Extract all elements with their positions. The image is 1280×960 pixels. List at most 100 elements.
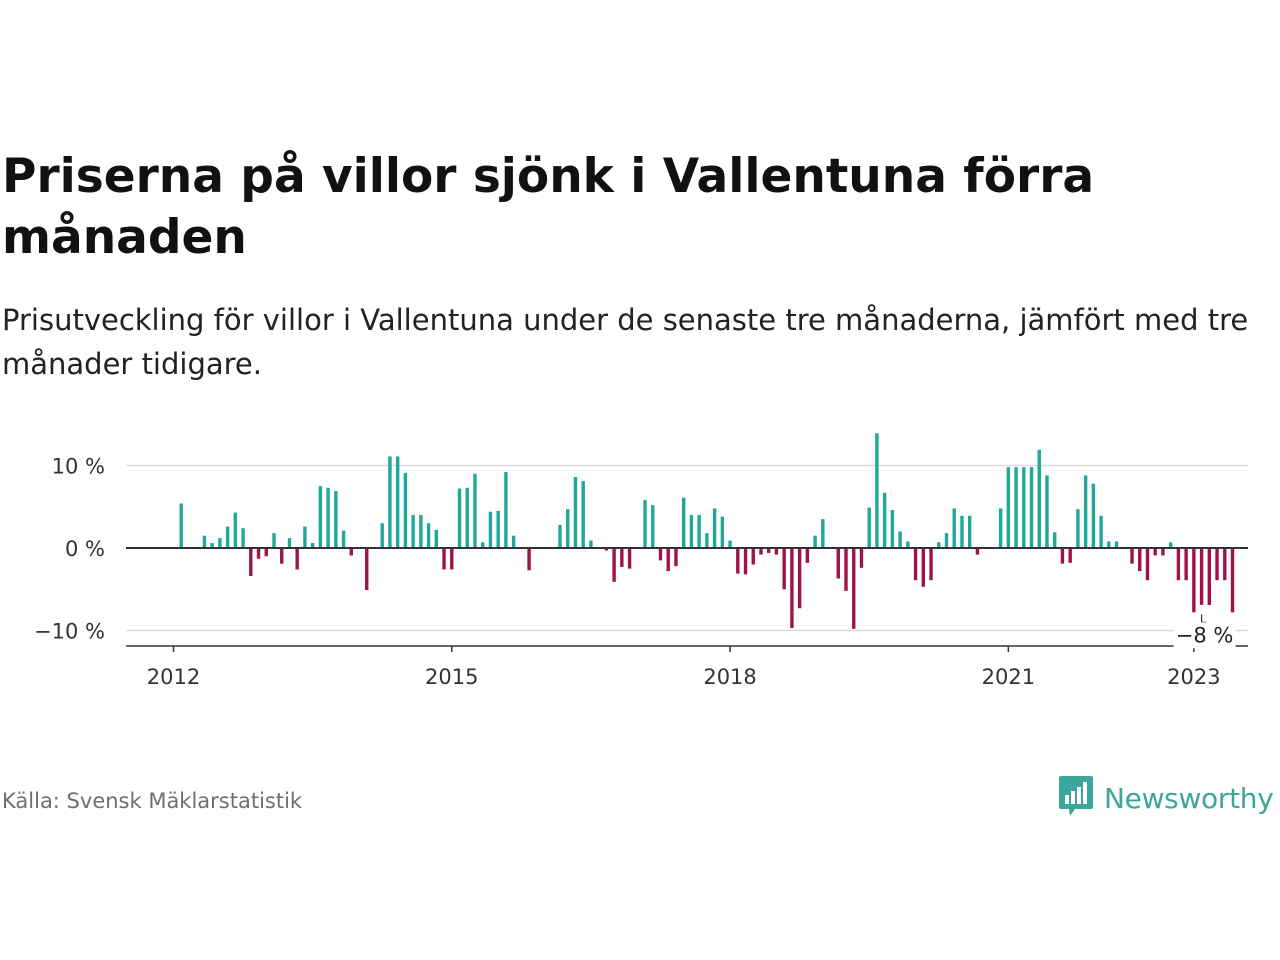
bar	[249, 548, 253, 577]
bar	[380, 523, 384, 548]
bar	[411, 515, 415, 548]
bar	[395, 456, 400, 548]
bar	[759, 548, 763, 555]
bar	[179, 503, 183, 548]
bar	[303, 526, 307, 548]
bar	[1207, 548, 1212, 605]
bar	[287, 538, 292, 548]
bar	[442, 548, 446, 570]
bar	[882, 492, 887, 548]
bar	[457, 488, 462, 548]
bar	[1045, 475, 1049, 548]
bar	[782, 548, 786, 590]
bar	[465, 487, 469, 549]
newsworthy-logo[interactable]: Newsworthy	[1058, 774, 1274, 822]
bar	[689, 515, 694, 548]
bar	[813, 535, 817, 549]
bar	[256, 548, 261, 559]
bar	[604, 548, 609, 551]
bar	[658, 548, 663, 561]
bar	[743, 548, 748, 575]
bar	[906, 541, 910, 548]
bar	[1076, 509, 1080, 548]
bar	[666, 548, 670, 572]
bar	[1107, 541, 1111, 548]
bar	[233, 512, 238, 549]
bar	[821, 519, 825, 549]
bar	[426, 523, 431, 548]
bar	[712, 508, 717, 548]
bar	[566, 509, 570, 548]
bar	[875, 433, 879, 548]
bar	[527, 548, 531, 571]
bar	[434, 529, 439, 548]
bar	[388, 456, 392, 548]
x-tick-label: 2023	[1167, 665, 1220, 689]
bar	[1215, 548, 1219, 581]
bar	[504, 472, 508, 548]
bar	[1099, 515, 1103, 548]
annotation-label: −8 %	[1176, 623, 1234, 647]
bar	[1068, 548, 1072, 563]
bar	[202, 535, 207, 549]
bar	[720, 516, 725, 548]
bar	[612, 548, 616, 582]
bar	[867, 507, 871, 548]
bar	[797, 548, 802, 609]
chart-title: Priserna på villor sjönk i Vallentuna fö…	[2, 149, 1095, 265]
bar	[998, 508, 1003, 548]
bar	[751, 548, 755, 565]
bar	[805, 548, 810, 563]
brand-name: Newsworthy	[1104, 781, 1274, 815]
bar	[1176, 548, 1181, 581]
bar	[473, 473, 477, 548]
bar	[1037, 449, 1041, 548]
bar	[511, 535, 516, 549]
source-credit: Källa: Svensk Mäklarstatistik	[2, 789, 303, 813]
bar	[1230, 548, 1235, 613]
bar	[1192, 548, 1196, 613]
bar	[341, 530, 346, 548]
bar	[334, 491, 338, 548]
bar-chart: 10 % 0 % −10 % 2012 2015 2018 2021 2023 −8 %	[34, 433, 1248, 689]
bar	[272, 533, 276, 548]
bar	[697, 515, 701, 548]
annotation-leader	[1200, 614, 1207, 623]
bar	[1161, 548, 1165, 556]
bar	[1060, 548, 1065, 564]
bar	[1153, 548, 1157, 556]
bar	[1029, 467, 1034, 548]
newsworthy-bar-chart-icon	[1058, 774, 1094, 822]
bar	[643, 500, 647, 548]
bar	[1014, 467, 1018, 548]
bar	[937, 542, 941, 548]
bar	[349, 548, 353, 556]
bar	[767, 548, 771, 553]
bar	[790, 548, 794, 629]
bar	[1091, 483, 1096, 548]
bar	[310, 543, 315, 548]
bar	[225, 526, 230, 548]
bar	[1223, 548, 1227, 581]
bar	[921, 548, 926, 587]
bar	[581, 481, 585, 548]
bar	[280, 548, 284, 564]
bar	[844, 548, 848, 591]
y-tick-label: −10 %	[34, 620, 105, 644]
bar	[774, 548, 779, 555]
bar	[481, 542, 485, 548]
bar	[620, 548, 624, 567]
bar	[952, 508, 956, 548]
bar	[1199, 548, 1204, 605]
bar	[295, 548, 299, 570]
bar	[1184, 548, 1188, 581]
bar	[960, 515, 964, 548]
bar	[450, 548, 454, 570]
bar	[558, 524, 562, 548]
bar	[365, 548, 369, 591]
bar	[573, 477, 578, 548]
bar	[218, 538, 222, 548]
bar	[913, 548, 918, 581]
bar	[210, 543, 214, 548]
chart-subtitle: Prisutveckling för villor i Vallentuna u…	[2, 303, 1249, 381]
